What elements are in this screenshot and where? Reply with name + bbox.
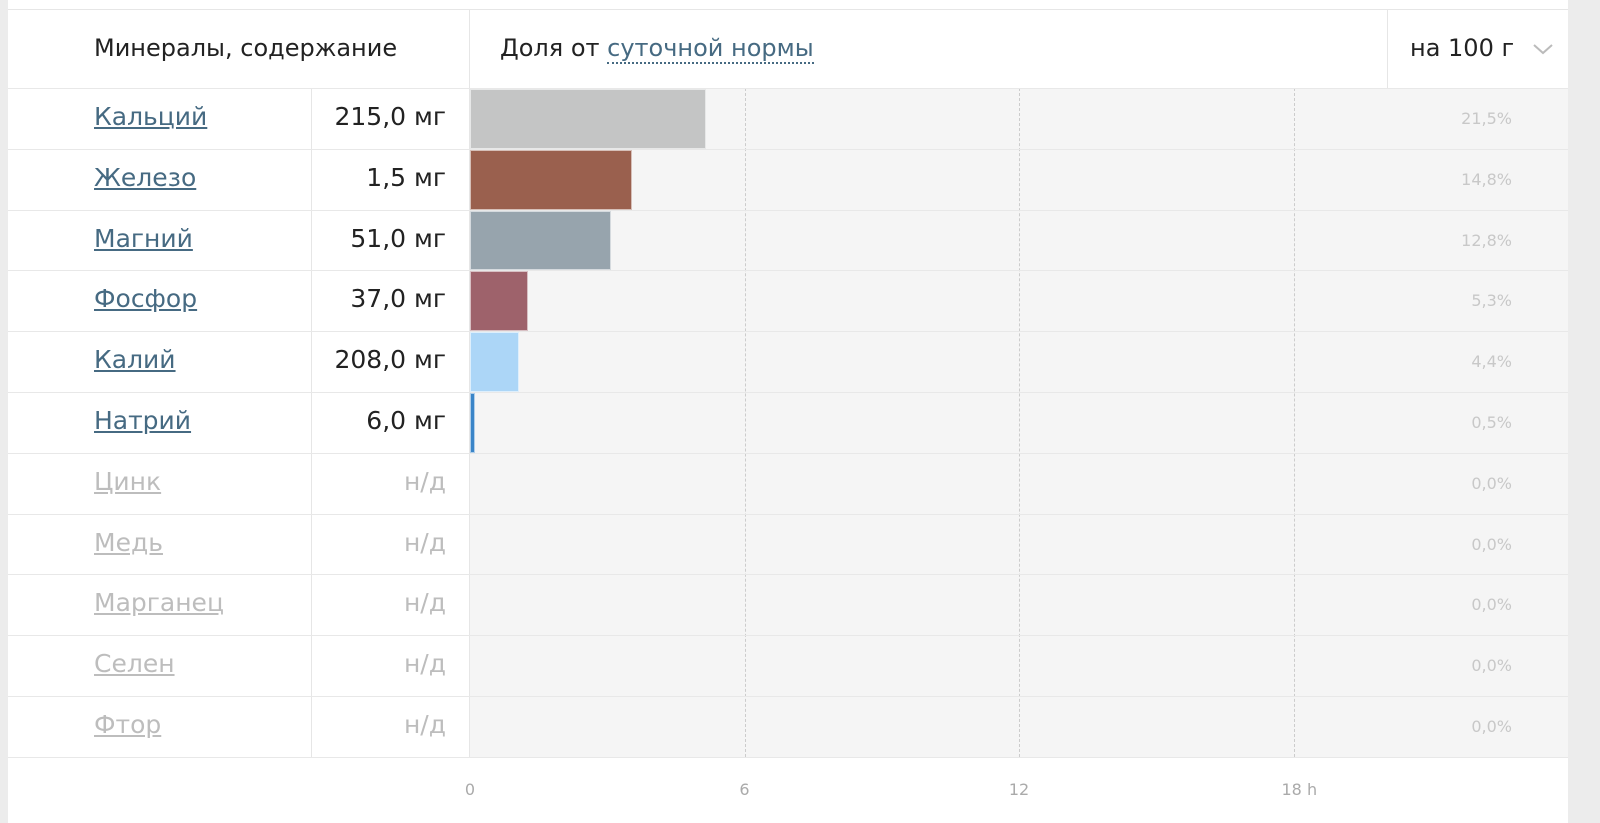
- separator: [469, 10, 470, 88]
- amount: 1,5 мг: [366, 162, 446, 192]
- mineral-name[interactable]: Фосфор: [94, 284, 198, 314]
- bar: [470, 149, 632, 210]
- bar: [470, 332, 519, 392]
- amount: н/д: [403, 527, 446, 557]
- share-header: Доля от суточной нормы: [500, 34, 814, 64]
- row-border: [8, 331, 1568, 333]
- mineral-name[interactable]: Калий: [94, 345, 176, 375]
- amount: 215,0 мг: [334, 102, 446, 131]
- column-border: [311, 88, 312, 757]
- amount: 208,0 мг: [334, 345, 446, 375]
- grid-line: [1019, 88, 1020, 757]
- x-tick-label: 0: [464, 780, 476, 799]
- amount: 51,0 мг: [350, 223, 446, 253]
- row-border: [8, 270, 1568, 272]
- column-border: [469, 88, 470, 757]
- per-label: на 100 г: [1410, 34, 1515, 62]
- percent-label: 21,5%: [1461, 109, 1512, 128]
- percent-label: 14,8%: [1461, 169, 1512, 189]
- mineral-name[interactable]: Кальций: [94, 102, 208, 131]
- mineral-name[interactable]: Марганец: [94, 588, 224, 618]
- percent-label: 12,8%: [1461, 230, 1512, 250]
- amount: 37,0 мг: [350, 284, 446, 314]
- x-tick-label: 18 h: [1281, 780, 1318, 799]
- percent-label: 0,0%: [1471, 595, 1512, 615]
- per-select[interactable]: на 100 г: [1410, 34, 1554, 62]
- bar: [470, 393, 476, 453]
- row-border: [8, 696, 1568, 697]
- grid-line: [1293, 88, 1295, 757]
- percent-label: 0,0%: [1471, 656, 1512, 676]
- x-tick-label: 12: [1008, 780, 1030, 799]
- row-border: [8, 88, 1568, 89]
- amount: н/д: [403, 588, 446, 618]
- bar: [470, 271, 529, 332]
- row-border: [8, 209, 1568, 211]
- percent-label: 0,0%: [1471, 473, 1512, 493]
- mineral-name[interactable]: Натрий: [94, 406, 192, 435]
- row-border: [8, 756, 1568, 758]
- left-edge: [0, 0, 8, 823]
- amount: 6,0 мг: [366, 406, 446, 435]
- mineral-name[interactable]: Цинк: [94, 466, 162, 496]
- mineral-name[interactable]: Фтор: [94, 710, 162, 739]
- row-border: [8, 148, 1568, 150]
- share-link[interactable]: суточной нормы: [607, 34, 814, 64]
- percent-label: 5,3%: [1471, 291, 1512, 311]
- percent-label: 4,4%: [1471, 352, 1512, 372]
- share-prefix: Доля от: [500, 34, 600, 62]
- row-border: [8, 392, 1568, 393]
- percent-label: 0,0%: [1471, 717, 1512, 736]
- x-tick-label: 6: [739, 780, 750, 799]
- right-edge: [1568, 0, 1600, 823]
- separator: [1387, 10, 1388, 88]
- bar: [470, 210, 611, 271]
- row-border: [8, 574, 1568, 576]
- row-border: [8, 513, 1568, 515]
- amount: н/д: [403, 710, 446, 739]
- amount: н/д: [403, 466, 446, 496]
- mineral-name[interactable]: Магний: [94, 223, 193, 253]
- chevron: [1533, 44, 1553, 55]
- percent-label: 0,0%: [1471, 534, 1512, 554]
- header-title: Минералы, содержание: [94, 34, 398, 62]
- amount: н/д: [403, 649, 446, 679]
- percent-label: 0,5%: [1471, 413, 1512, 432]
- row-border: [8, 452, 1568, 454]
- mineral-name[interactable]: Медь: [94, 527, 163, 557]
- grid-line: [744, 88, 746, 757]
- mineral-name[interactable]: Селен: [94, 649, 175, 679]
- top-border: [8, 9, 1568, 10]
- bar: [470, 89, 706, 149]
- row-border: [8, 635, 1568, 637]
- mineral-name[interactable]: Железо: [94, 162, 197, 192]
